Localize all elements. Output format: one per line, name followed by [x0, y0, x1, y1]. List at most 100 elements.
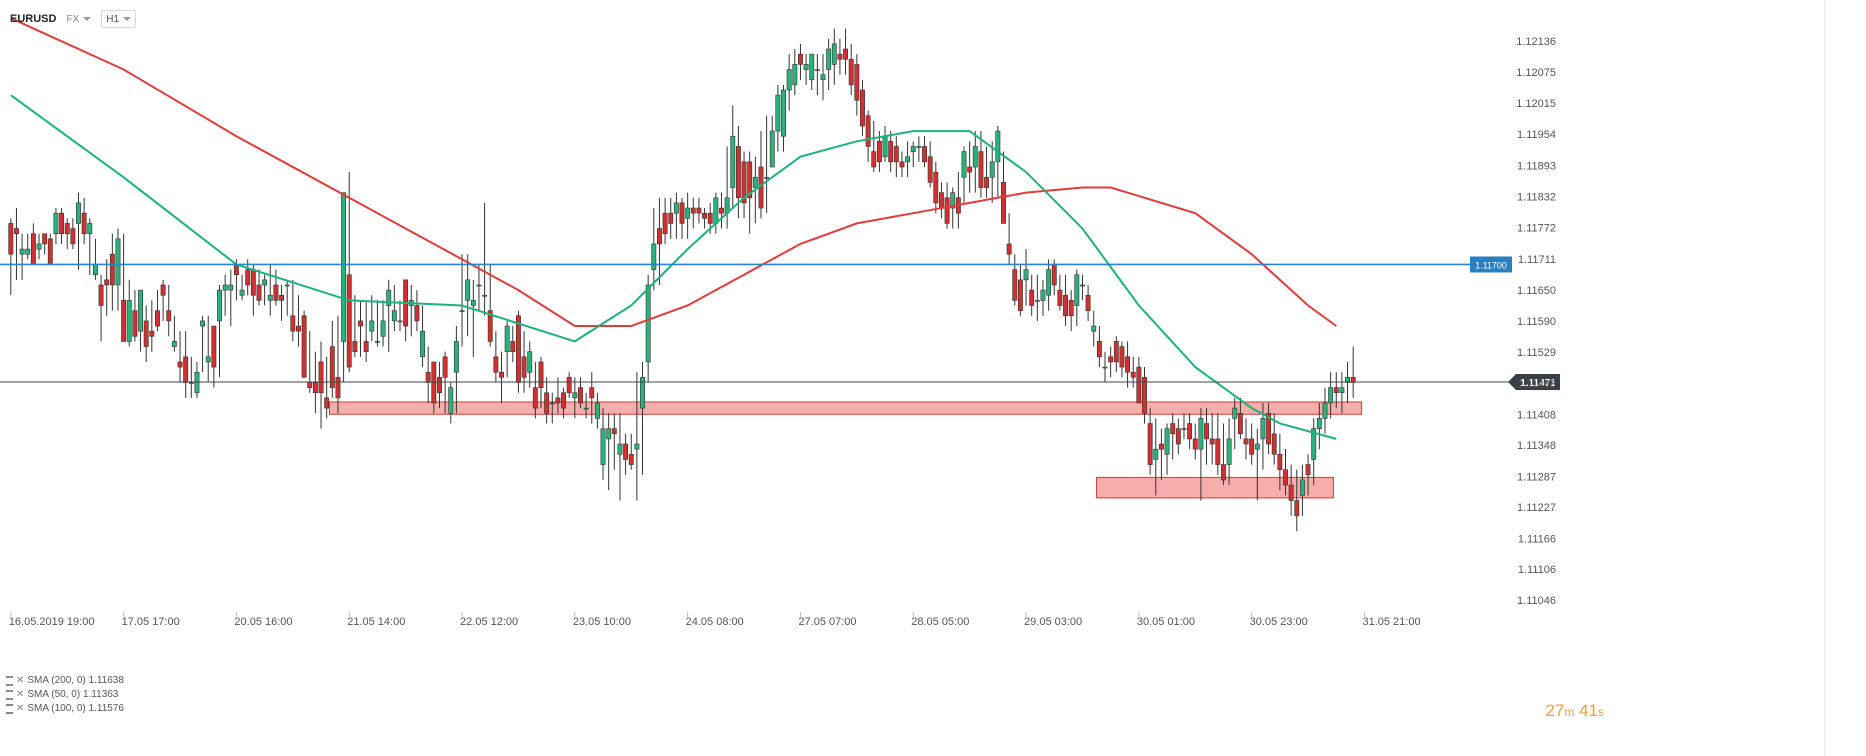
- candle: [656, 197, 662, 285]
- candle: [538, 356, 544, 409]
- candle-body: [437, 377, 442, 394]
- candle-body: [273, 284, 279, 301]
- candle-body: [871, 151, 877, 168]
- candle-body: [121, 300, 127, 342]
- candle: [606, 413, 612, 491]
- sma-200-line: [10, 17, 1337, 327]
- candle-body: [809, 53, 815, 81]
- legend-label: SMA (100, 0) 1.11576: [27, 703, 124, 714]
- candle-body: [820, 74, 826, 81]
- market-selector[interactable]: FX: [62, 11, 95, 27]
- candle-body: [1063, 294, 1068, 317]
- candle: [318, 341, 324, 429]
- candle: [1288, 464, 1294, 516]
- indicator-settings-icon[interactable]: [6, 704, 13, 714]
- timeframe-label: H1: [106, 13, 120, 25]
- indicator-settings-icon[interactable]: [6, 690, 13, 700]
- candle-body: [132, 310, 138, 337]
- candle: [623, 433, 629, 475]
- candle: [296, 295, 301, 347]
- candle-body: [1350, 377, 1356, 383]
- candle-body: [939, 192, 944, 209]
- candle: [730, 105, 736, 209]
- candle: [848, 43, 854, 96]
- candle: [1136, 356, 1142, 404]
- close-icon[interactable]: ✕: [16, 703, 25, 714]
- legend-item-sma200[interactable]: ✕ SMA (200, 0) 1.11638: [6, 674, 124, 688]
- candle: [978, 131, 984, 198]
- candle: [228, 269, 234, 327]
- timeframe-selector[interactable]: H1: [101, 10, 137, 28]
- candle-body: [1294, 500, 1300, 517]
- candle-body: [910, 146, 916, 152]
- legend-item-sma50[interactable]: ✕ SMA (50, 0) 1.11363: [6, 688, 124, 702]
- candle-body: [611, 428, 617, 435]
- candle-body: [786, 69, 792, 91]
- candle-body: [1322, 402, 1328, 419]
- candle-body: [476, 284, 482, 287]
- countdown-seconds: 41: [1579, 701, 1598, 720]
- indicator-settings-icon[interactable]: [6, 676, 13, 686]
- candle: [1023, 249, 1029, 306]
- x-tick-label: 16.05.2019 19:00: [9, 616, 95, 628]
- chevron-down-icon: [123, 17, 132, 21]
- candle: [42, 233, 48, 255]
- candle-body: [854, 64, 860, 101]
- level-price-label: 1.11700: [1475, 260, 1507, 270]
- candle-body: [284, 284, 290, 287]
- candle: [944, 182, 950, 229]
- candle-body: [690, 207, 696, 214]
- candle-body: [1001, 182, 1006, 224]
- candle-body: [453, 341, 459, 373]
- legend-item-sma100[interactable]: ✕ SMA (100, 0) 1.11576: [6, 702, 124, 716]
- candle-body: [735, 146, 741, 199]
- candle-body: [267, 294, 273, 301]
- candle-body: [1299, 479, 1305, 496]
- candle: [668, 197, 674, 239]
- y-tick-label: 1.11468: [1517, 378, 1556, 390]
- candle: [843, 28, 849, 75]
- candle-body: [600, 428, 606, 465]
- candle-body: [713, 197, 719, 224]
- candle: [138, 289, 143, 352]
- candle-body: [126, 300, 132, 342]
- candle-body: [459, 310, 465, 312]
- candle-body: [228, 284, 234, 291]
- symbol-label[interactable]: EURUSD: [10, 13, 57, 25]
- time-axis: 16.05.2019 19:00 17.05 17:00 20.05 16:00 21…: [9, 612, 1421, 628]
- candle: [769, 115, 775, 168]
- y-tick-label: 1.11893: [1517, 160, 1556, 172]
- candle-body: [425, 371, 431, 383]
- close-icon[interactable]: ✕: [16, 675, 25, 686]
- candle-body: [995, 130, 1001, 163]
- candle: [346, 172, 352, 373]
- candle: [476, 264, 482, 311]
- candle: [1125, 341, 1131, 388]
- candle-body: [696, 207, 702, 214]
- candle-body: [775, 94, 781, 132]
- candle: [820, 54, 826, 101]
- candle-body: [1040, 289, 1046, 301]
- candle-body: [200, 320, 206, 327]
- candle-body: [645, 284, 651, 363]
- close-icon[interactable]: ✕: [16, 689, 25, 700]
- candle-body: [860, 89, 865, 127]
- candle: [673, 192, 679, 239]
- candle: [391, 284, 397, 332]
- candle: [1074, 269, 1080, 327]
- candle-body: [1249, 438, 1255, 455]
- candle: [155, 290, 160, 332]
- candle-body: [482, 294, 488, 297]
- y-tick-label: 1.11227: [1517, 502, 1556, 514]
- candle-body: [1125, 356, 1131, 373]
- candle-body: [730, 135, 736, 188]
- candle: [961, 146, 967, 203]
- candle-body: [222, 284, 228, 291]
- candle-body: [561, 392, 566, 409]
- candle: [8, 218, 14, 296]
- candle-body: [741, 161, 747, 204]
- candle-body: [792, 64, 798, 86]
- candle: [1322, 387, 1328, 434]
- x-tick-label: 24.05 08:00: [686, 616, 744, 628]
